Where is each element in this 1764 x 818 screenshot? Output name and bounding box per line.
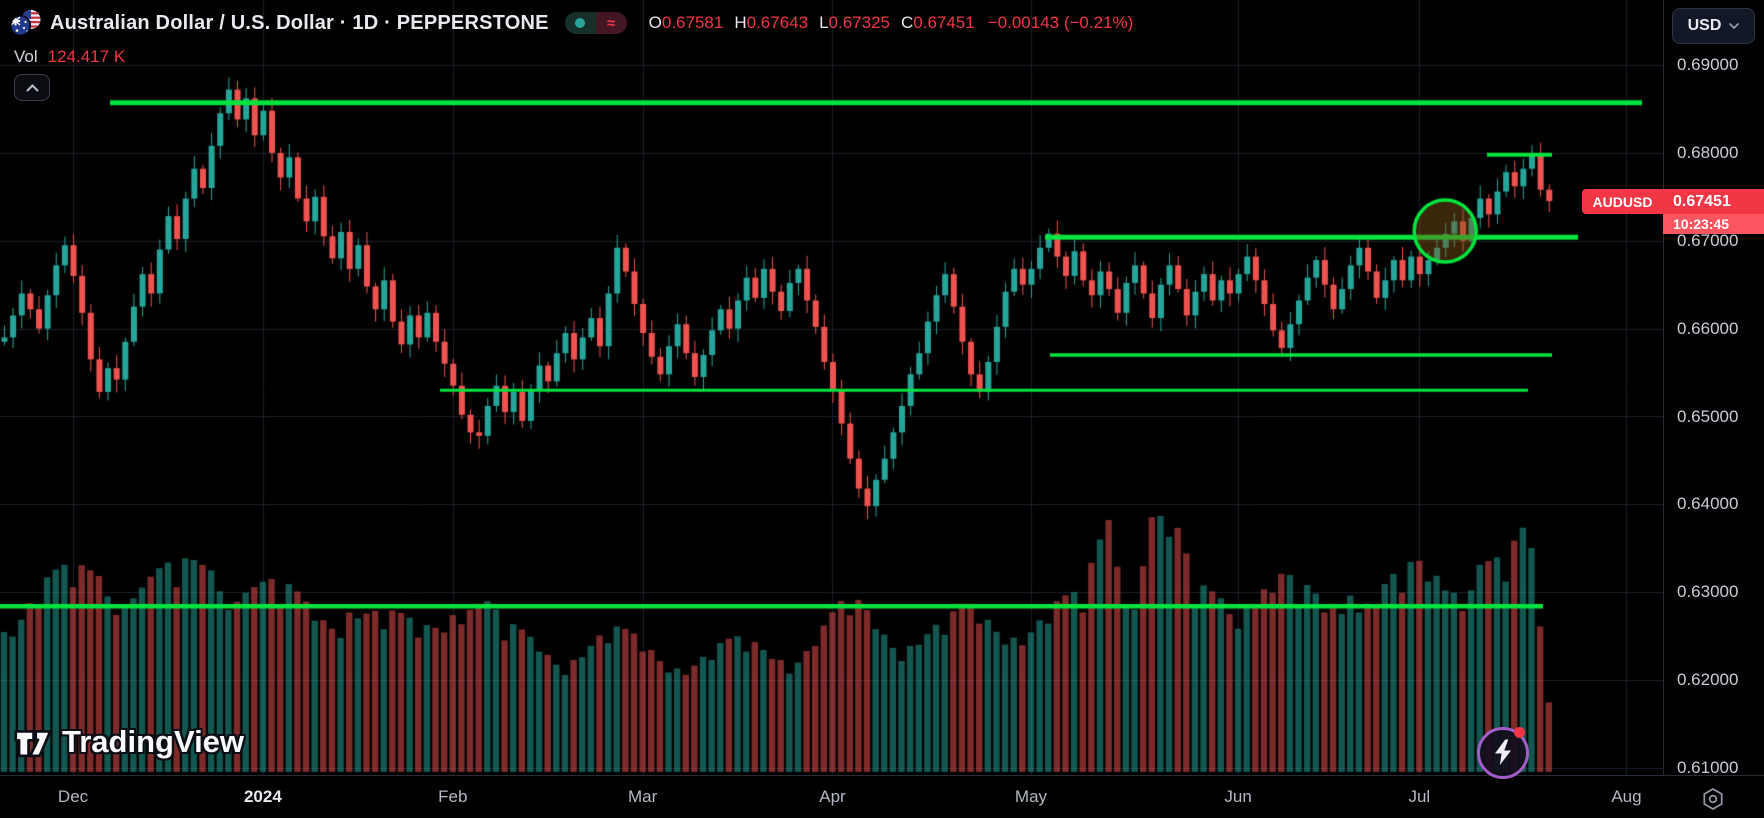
symbol-price-chip: AUDUSD: [1582, 189, 1663, 214]
price-tick-label: 0.63000: [1677, 582, 1739, 602]
timezone-settings-button[interactable]: [1698, 784, 1728, 814]
low-value: 0.67325: [828, 13, 890, 32]
close-label: C: [900, 13, 914, 32]
approx-icon: ≈: [595, 12, 627, 34]
time-axis-label: Jul: [1408, 787, 1431, 806]
price-tick-label: 0.65000: [1677, 406, 1739, 426]
aud-usd-flags-icon: [10, 10, 41, 37]
volume-label: Vol: [14, 47, 38, 66]
price-tick-label: 0.68000: [1677, 142, 1739, 162]
tradingview-brand-text: TradingView: [62, 724, 245, 759]
time-axis-label: Jun: [1224, 787, 1252, 806]
chevron-down-icon: [1729, 23, 1740, 29]
bar-countdown-badge: 10:23:45: [1663, 214, 1764, 234]
volume-legend: Vol 124.417 K: [14, 46, 125, 68]
high-label: H: [734, 13, 747, 32]
high-value: 0.67643: [746, 13, 809, 32]
time-axis-label: Apr: [819, 787, 846, 806]
tradingview-logo-icon: [14, 730, 52, 758]
volume-value: 124.417 K: [47, 47, 126, 66]
price-tick-label: 0.61000: [1677, 758, 1739, 777]
time-axis-label: May: [1014, 787, 1048, 806]
change-value: −0.00143 (−0.21%): [987, 13, 1134, 32]
tradingview-watermark[interactable]: TradingView: [13, 722, 244, 762]
hexagon-settings-icon: [1703, 788, 1723, 810]
open-value: 0.67581: [661, 13, 724, 32]
price-tick-label: 0.66000: [1677, 318, 1739, 338]
lightning-bolt-icon: [1493, 738, 1514, 768]
price-scale-axis[interactable]: 0.69000 0.68000 0.67000 0.66000 0.65000 0.640…: [1663, 0, 1764, 777]
time-axis-label: Mar: [627, 787, 658, 806]
last-price-badge: 0.67451: [1663, 189, 1764, 214]
legend-collapse-button[interactable]: [14, 74, 50, 101]
close-value: 0.67451: [913, 13, 975, 32]
market-status-dot: [564, 12, 596, 34]
price-tick-label: 0.64000: [1677, 494, 1739, 514]
price-tick-label: 0.69000: [1677, 55, 1739, 74]
currency-toggle-button[interactable]: USD: [1672, 8, 1755, 44]
notification-dot: [1514, 727, 1525, 738]
currency-label: USD: [1687, 17, 1722, 34]
price-tick-label: 0.67000: [1677, 230, 1739, 250]
time-axis-label: 2024: [243, 787, 282, 806]
lightning-trade-button[interactable]: [1477, 727, 1529, 779]
time-axis-label: Aug: [1611, 787, 1642, 806]
price-tick-label: 0.62000: [1677, 670, 1739, 690]
market-status-pill[interactable]: ≈: [564, 12, 627, 34]
price-chart-canvas[interactable]: [0, 0, 1663, 775]
symbol-legend: Australian Dollar / U.S. Dollar · 1D · P…: [10, 8, 1133, 38]
open-label: O: [648, 13, 662, 32]
time-axis-label: Feb: [438, 787, 468, 806]
low-label: L: [819, 13, 829, 32]
time-scale-axis[interactable]: Dec 2024 Feb Mar Apr May Jun Jul Aug: [0, 775, 1764, 818]
symbol-title[interactable]: Australian Dollar / U.S. Dollar · 1D · P…: [50, 11, 549, 34]
chevron-up-icon: [26, 83, 38, 91]
ohlc-values: O0.67581 H0.67643 L0.67325 C0.67451 −0.0…: [649, 13, 1134, 33]
time-axis-label: Dec: [57, 787, 89, 806]
